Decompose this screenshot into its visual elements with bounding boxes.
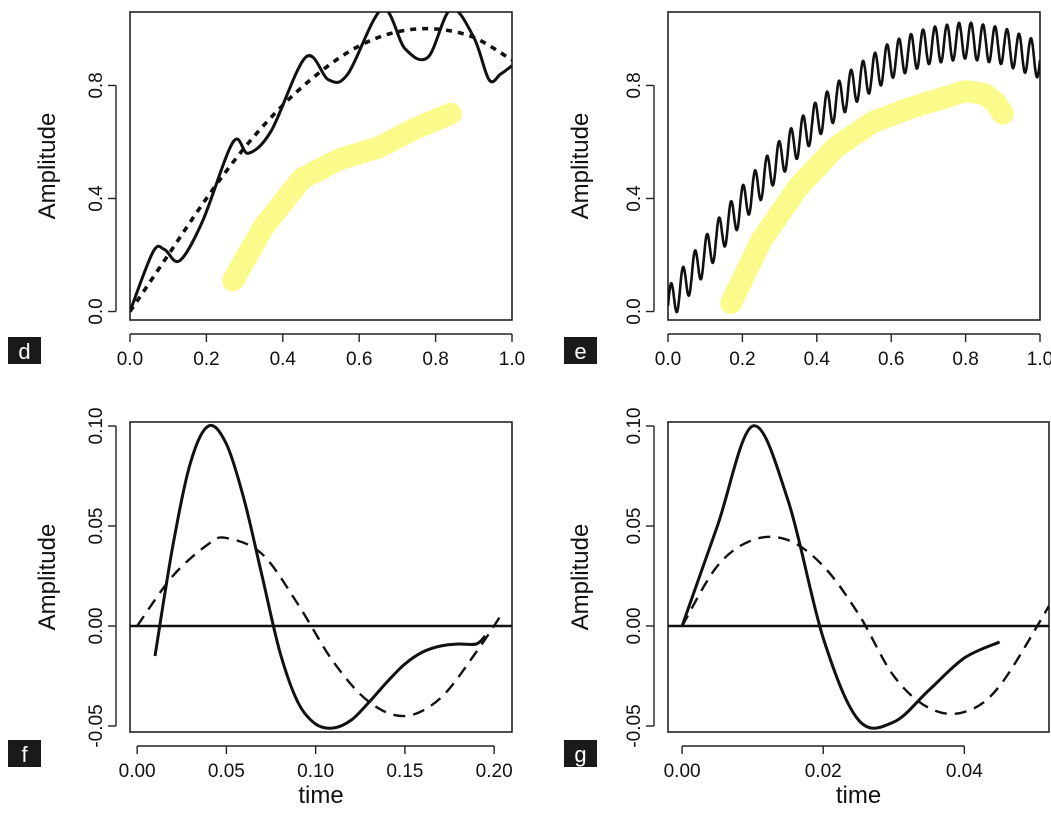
x-tick-label: 1.0 [499, 349, 525, 370]
x-tick-label: 0.04 [946, 761, 983, 782]
series-line-solid [668, 21, 1040, 314]
y-tick-label: 0.8 [86, 72, 107, 98]
x-axis-label: time [836, 782, 881, 809]
x-tick-label: 0.0 [655, 349, 681, 370]
x-tick-label: 0.2 [193, 349, 219, 370]
x-tick-label: 0.4 [270, 349, 297, 370]
y-tick-label: 0.10 [624, 408, 645, 445]
highlight-band [720, 80, 1014, 314]
y-tick-label: -0.05 [86, 704, 107, 747]
y-tick-label: 0.05 [624, 508, 645, 545]
y-tick-label: 0.4 [624, 185, 645, 212]
y-tick-label: 0.05 [86, 508, 107, 545]
panel-e: 0.0 0.2 0.4 0.6 0.8 1.0 0.0 0.4 0.8 Amplitude e [564, 11, 1051, 370]
x-tick-label: 0.00 [119, 761, 156, 782]
y-tick-label: 0.8 [624, 72, 645, 98]
x-tick-label: 0.8 [952, 349, 978, 370]
x-tick-label: 0.10 [297, 761, 334, 782]
y-tick-label: 0.0 [86, 298, 107, 324]
series-line-solid [153, 423, 487, 730]
x-tick-label: 0.6 [878, 349, 904, 370]
panel-g: 0.00 0.02 0.04 -0.05 0.00 0.05 0.10 Amplitude ti… [564, 408, 1050, 809]
panel-letter-badge [564, 337, 597, 364]
y-tick-label: 0.0 [624, 298, 645, 324]
panel-letter-badge [8, 337, 41, 364]
x-tick-label: 0.8 [422, 349, 448, 370]
x-tick-label: 0.02 [805, 761, 842, 782]
x-tick-label: 0.15 [386, 761, 423, 782]
plot-frame [129, 11, 513, 321]
panel-d: 0.0 0.2 0.4 0.6 0.8 1.0 0.0 0.4 0.8 Amplitude d [8, 11, 525, 370]
y-axis-label: Amplitude [567, 113, 594, 220]
y-axis-label: Amplitude [34, 113, 61, 220]
x-tick-label: 0.05 [208, 761, 245, 782]
series-line-dashed [136, 536, 505, 718]
plot-frame [129, 421, 513, 733]
x-tick-label: 0.6 [346, 349, 372, 370]
y-tick-label: 0.00 [86, 608, 107, 645]
series-line-dashed [681, 535, 1049, 716]
panel-letter: f [21, 742, 28, 767]
panel-f: 0.00 0.05 0.10 0.15 0.20 -0.05 0.00 0.05 0.10 Amp… [8, 408, 513, 809]
y-axis-label: Amplitude [34, 524, 61, 631]
x-tick-label: 0.0 [117, 349, 143, 370]
y-tick-label: -0.05 [624, 704, 645, 747]
plot-frame [667, 11, 1041, 321]
panel-letter: d [18, 339, 30, 364]
x-tick-label: 0.4 [804, 349, 831, 370]
x-tick-label: 1.0 [1027, 349, 1051, 370]
plot-frame [667, 421, 1050, 733]
panel-letter: g [574, 742, 586, 767]
highlight-band [222, 102, 462, 292]
series-line-solid [680, 424, 1001, 730]
y-axis-label: Amplitude [567, 524, 594, 631]
x-tick-label: 0.20 [476, 761, 513, 782]
panel-letter: e [574, 339, 586, 364]
y-tick-label: 0.4 [86, 185, 107, 212]
y-tick-label: 0.00 [624, 608, 645, 645]
x-tick-label: 0.2 [729, 349, 755, 370]
x-axis-label: time [298, 782, 343, 809]
panel-letter-badge [8, 740, 41, 767]
panel-letter-badge [564, 740, 597, 767]
x-tick-label: 0.00 [664, 761, 701, 782]
y-tick-label: 0.10 [86, 408, 107, 445]
